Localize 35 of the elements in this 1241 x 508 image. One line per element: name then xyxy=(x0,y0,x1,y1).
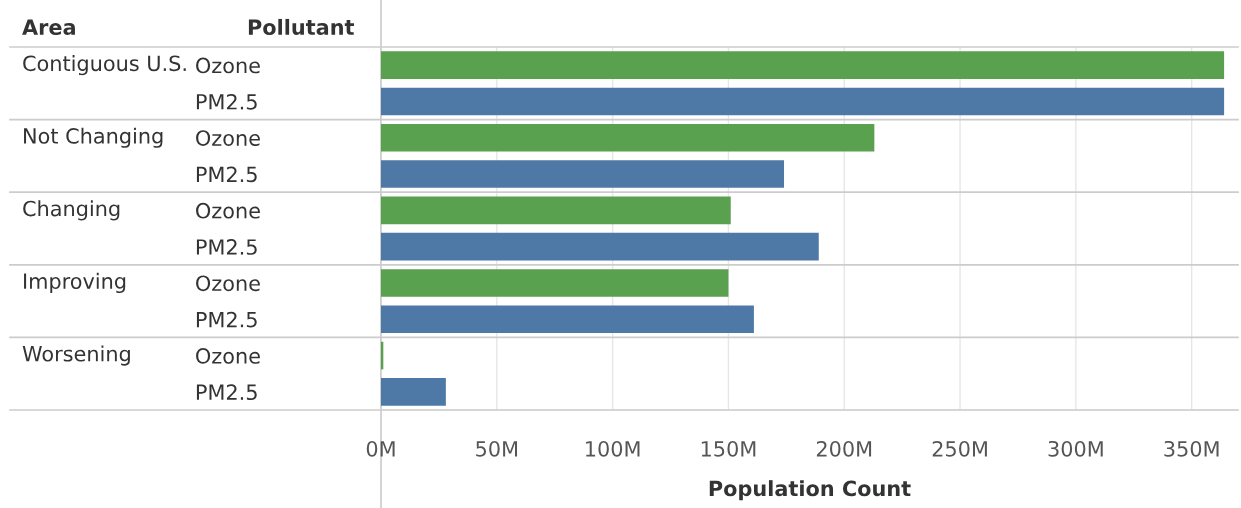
bar xyxy=(381,160,785,188)
text: Improving xyxy=(24,272,126,294)
x-tick-label: 300M xyxy=(1048,440,1103,457)
bar xyxy=(381,305,754,334)
x-tick-label: 100M xyxy=(586,440,640,457)
text: Pollutant xyxy=(248,18,355,36)
y-tick-label: PM2.5 xyxy=(196,239,257,255)
bar xyxy=(381,196,731,225)
y-tick-label: Ozone xyxy=(196,348,260,364)
y-tick-label: PM2.5 xyxy=(196,166,257,183)
text: Area xyxy=(22,19,75,36)
bar xyxy=(381,51,1225,79)
bar xyxy=(381,378,446,406)
x-tick-label: 50M xyxy=(476,440,518,457)
text: Not Changing xyxy=(24,127,163,148)
x-tick-label: 0M xyxy=(366,440,395,457)
y-tick-label: Ozone xyxy=(196,57,260,74)
x-tick-label: 250M xyxy=(932,440,987,457)
bar xyxy=(381,87,1225,116)
bar xyxy=(381,123,875,152)
y-tick-label: PM2.5 xyxy=(196,384,257,401)
x-tick-label: 200M xyxy=(816,440,872,457)
text: Changing xyxy=(23,200,120,221)
y-tick-label: Ozone xyxy=(196,275,260,292)
y-tick-label: PM2.5 xyxy=(196,93,257,110)
y-tick-label: PM2.5 xyxy=(196,311,257,328)
y-tick-label: Ozone xyxy=(196,202,260,219)
x-tick-label: 350M xyxy=(1164,440,1219,457)
x-axis-title: Population Count xyxy=(709,480,911,501)
x-tick-label: 150M xyxy=(701,440,756,457)
text: Contiguous U.S. xyxy=(23,55,186,76)
y-tick-label: Ozone xyxy=(196,130,260,146)
bar xyxy=(381,232,819,261)
text: Worsening xyxy=(22,345,130,366)
bar xyxy=(381,269,729,297)
